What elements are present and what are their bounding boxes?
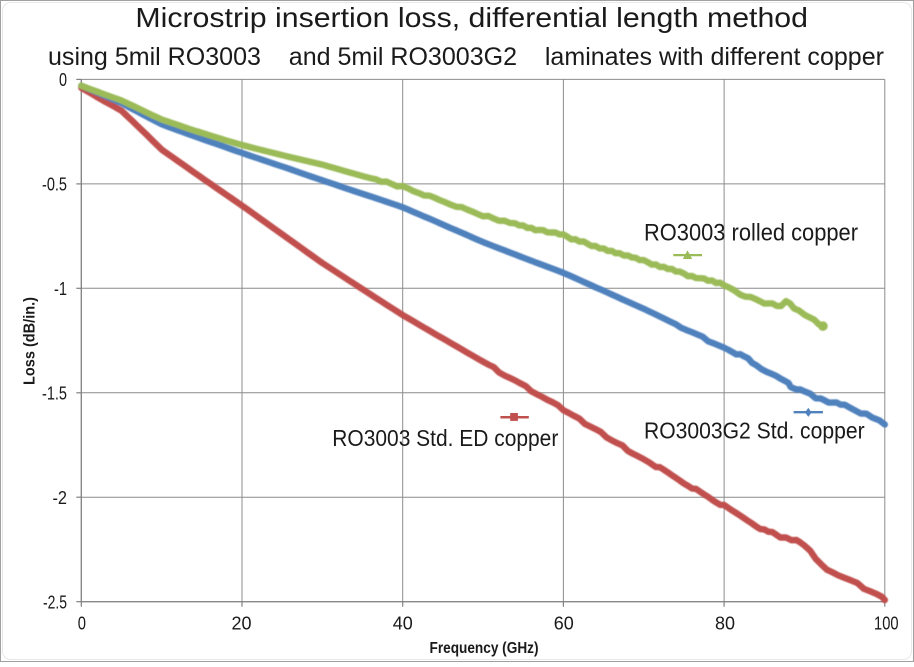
svg-text:-2.5: -2.5 — [43, 591, 67, 612]
svg-text:100: 100 — [874, 613, 899, 634]
svg-text:-1: -1 — [54, 278, 67, 299]
svg-text:40: 40 — [393, 613, 413, 634]
svg-text:Microstrip insertion loss, dif: Microstrip insertion loss, differential … — [135, 2, 808, 33]
svg-text:Loss (dB/in.): Loss (dB/in.) — [22, 297, 39, 385]
svg-text:using 5mil RO3003 and 5mil: using 5mil RO3003 and 5mil RO3003G2 lami… — [48, 44, 884, 71]
svg-text:20: 20 — [232, 613, 252, 634]
svg-text:-1.5: -1.5 — [42, 382, 67, 403]
svg-text:RO3003G2 Std. copper: RO3003G2 Std. copper — [644, 418, 865, 444]
svg-text:Frequency (GHz): Frequency (GHz) — [430, 640, 539, 657]
svg-text:-0.5: -0.5 — [42, 174, 67, 195]
svg-text:-2: -2 — [53, 487, 68, 508]
svg-text:RO3003 rolled copper: RO3003 rolled copper — [644, 220, 858, 247]
svg-text:0: 0 — [78, 613, 86, 634]
svg-text:60: 60 — [554, 613, 574, 634]
svg-text:0: 0 — [59, 69, 67, 90]
svg-text:80: 80 — [715, 613, 735, 634]
svg-text:RO3003 Std. ED copper: RO3003 Std. ED copper — [332, 425, 558, 451]
